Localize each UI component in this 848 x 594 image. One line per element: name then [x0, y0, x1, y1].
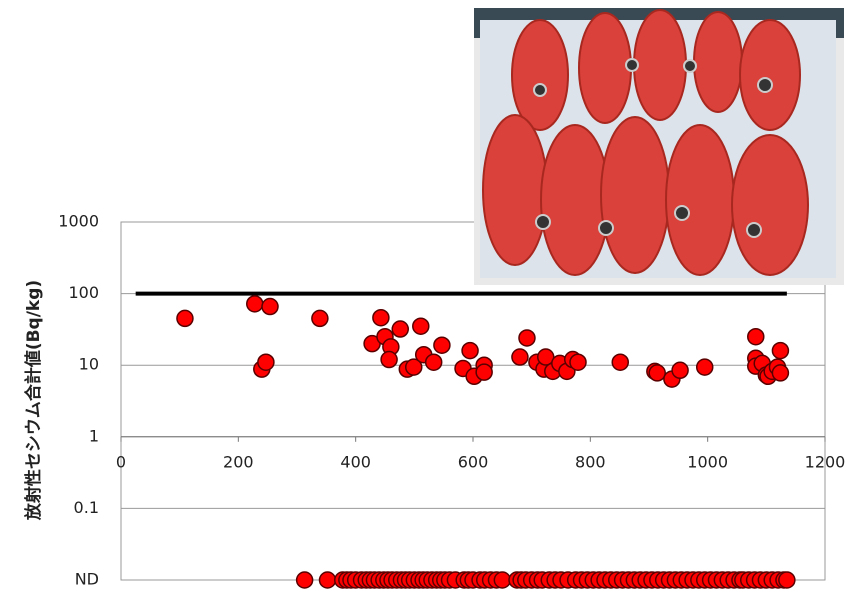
- data-point: [176, 309, 194, 328]
- fish: [600, 116, 670, 274]
- data-point: [695, 358, 714, 376]
- fish: [578, 12, 632, 124]
- data-point: [412, 317, 430, 335]
- data-point: [295, 571, 314, 589]
- fish: [731, 134, 809, 276]
- fish-eye: [533, 83, 547, 97]
- data-point: [493, 571, 512, 589]
- fish-eye: [746, 222, 762, 238]
- data-point: [671, 361, 689, 380]
- data-point: [261, 297, 279, 316]
- data-point: [475, 363, 493, 381]
- x-tick-label: 400: [340, 452, 371, 471]
- data-point: [648, 364, 666, 382]
- x-tick-label: 1200: [805, 452, 846, 471]
- fish-eye: [535, 214, 551, 230]
- data-point: [380, 350, 398, 369]
- x-tick-label: 800: [575, 452, 606, 471]
- data-point: [391, 320, 410, 338]
- data-point: [424, 353, 443, 371]
- fish: [511, 19, 569, 131]
- fish: [739, 19, 801, 131]
- data-point: [372, 308, 390, 327]
- y-tick-label: 1: [89, 426, 99, 445]
- y-tick-label: ND: [75, 570, 99, 589]
- fish: [665, 124, 735, 276]
- y-tick-label: 10: [79, 355, 99, 374]
- x-tick-label: 0: [116, 452, 126, 471]
- fish-photo: [474, 8, 844, 285]
- x-tick-label: 600: [458, 452, 489, 471]
- data-point: [747, 327, 765, 346]
- data-point: [511, 348, 529, 366]
- fish-eye: [674, 205, 690, 221]
- x-tick-label: 1000: [687, 452, 728, 471]
- data-point: [257, 353, 275, 371]
- y-tick-label: 100: [68, 283, 99, 302]
- y-tick-label: 0.1: [74, 498, 99, 517]
- data-point: [569, 353, 587, 371]
- data-point: [318, 571, 337, 589]
- data-point: [246, 295, 264, 313]
- fish: [482, 114, 548, 266]
- fish-eye: [683, 59, 697, 73]
- y-axis-title: 放射性セシウム合計値(Bq/kg): [23, 280, 44, 521]
- fish-eye: [598, 220, 614, 236]
- fish-eye: [757, 77, 773, 93]
- y-tick-label: 1000: [58, 212, 99, 231]
- data-point: [611, 353, 630, 371]
- data-point: [778, 571, 796, 589]
- data-point: [311, 309, 329, 328]
- x-tick-label: 200: [223, 452, 254, 471]
- data-point: [404, 358, 423, 376]
- data-point: [771, 364, 790, 382]
- plot-area: ND 0.1 1 10 100 1000 0 200 400 600 800 1000 1200: [58, 212, 845, 589]
- fish: [540, 124, 610, 276]
- data-point: [536, 348, 555, 366]
- fish-eye: [625, 58, 639, 72]
- data-point: [771, 341, 790, 360]
- data-point: [461, 341, 479, 360]
- data-point: [518, 329, 536, 347]
- fish: [633, 9, 687, 121]
- fish: [693, 11, 743, 113]
- data-point: [433, 336, 451, 354]
